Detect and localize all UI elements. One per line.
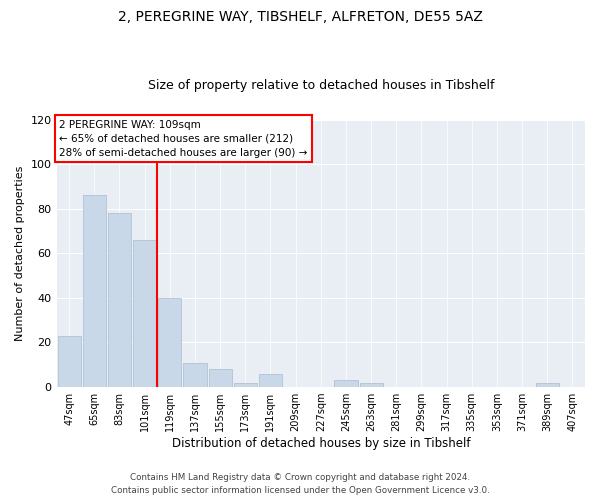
Bar — [83, 196, 106, 387]
Bar — [58, 336, 80, 387]
Text: 2 PEREGRINE WAY: 109sqm
← 65% of detached houses are smaller (212)
28% of semi-d: 2 PEREGRINE WAY: 109sqm ← 65% of detache… — [59, 120, 308, 158]
Bar — [536, 382, 559, 387]
Bar — [158, 298, 181, 387]
Bar — [259, 374, 282, 387]
Bar — [234, 382, 257, 387]
Bar — [359, 382, 383, 387]
Text: Contains HM Land Registry data © Crown copyright and database right 2024.
Contai: Contains HM Land Registry data © Crown c… — [110, 474, 490, 495]
Bar — [133, 240, 156, 387]
X-axis label: Distribution of detached houses by size in Tibshelf: Distribution of detached houses by size … — [172, 437, 470, 450]
Title: Size of property relative to detached houses in Tibshelf: Size of property relative to detached ho… — [148, 79, 494, 92]
Text: 2, PEREGRINE WAY, TIBSHELF, ALFRETON, DE55 5AZ: 2, PEREGRINE WAY, TIBSHELF, ALFRETON, DE… — [118, 10, 482, 24]
Bar — [334, 380, 358, 387]
Bar — [209, 369, 232, 387]
Bar — [108, 213, 131, 387]
Bar — [184, 362, 206, 387]
Y-axis label: Number of detached properties: Number of detached properties — [15, 166, 25, 341]
